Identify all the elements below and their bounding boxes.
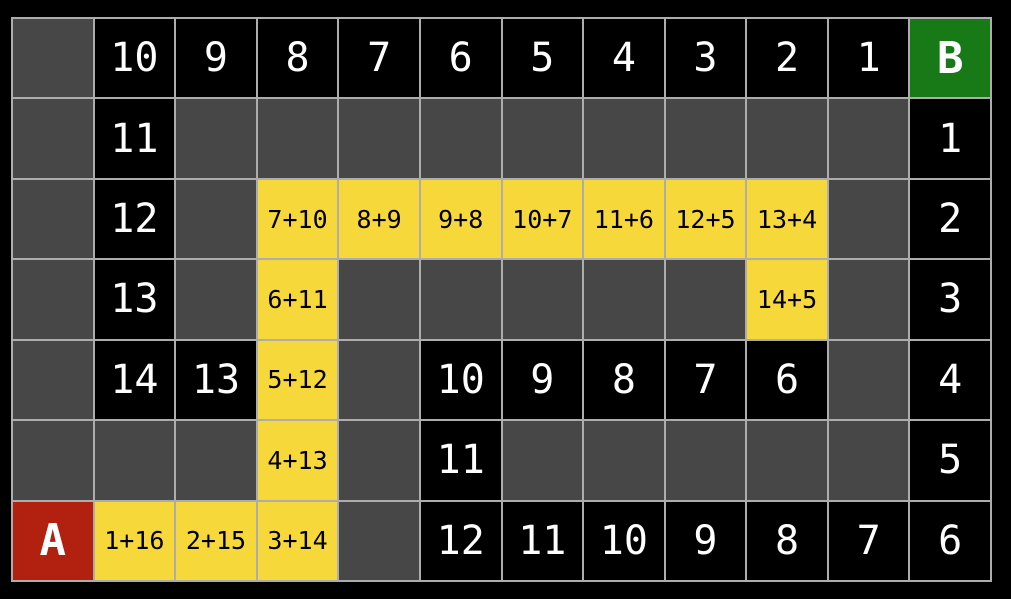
- grid-cell-distance-r4-c1: 14: [94, 340, 175, 420]
- grid-cell-path-sum-r6-c2: 2+15: [176, 501, 256, 580]
- grid-cell-path-sum-r2-c4: 8+9: [339, 179, 419, 259]
- grid-cell-empty-r5-c1: [94, 421, 175, 500]
- grid-cell-distance-r0-c1: 10: [94, 19, 175, 98]
- grid-cell-goal-r0-c11: B: [910, 19, 990, 98]
- grid-cell-empty-r1-c4: [339, 99, 419, 178]
- grid-cell-path-sum-r3-c3: 6+11: [257, 260, 338, 339]
- grid-cell-distance-r6-c6: 11: [502, 501, 583, 580]
- grid-cell-path-sum-r2-c3: 7+10: [257, 179, 338, 259]
- grid-cell-empty-r3-c6: [502, 260, 583, 339]
- grid-cell-empty-r1-c0: [13, 99, 93, 178]
- grid-cell-distance-r0-c5: 6: [420, 19, 501, 98]
- grid-cell-empty-r5-c7: [584, 421, 664, 500]
- grid-cell-empty-r5-c8: [665, 421, 746, 500]
- grid-cell-distance-r4-c7: 8: [584, 340, 664, 420]
- grid-cell-start-r6-c0: A: [13, 501, 93, 580]
- grid-cell-distance-r0-c8: 3: [665, 19, 746, 98]
- grid-cell-distance-r5-c11: 5: [910, 421, 990, 500]
- grid-cell-empty-r5-c2: [176, 421, 256, 500]
- grid-cell-empty-r1-c2: [176, 99, 256, 178]
- grid-cell-empty-r3-c10: [828, 260, 909, 339]
- grid-cell-distance-r0-c6: 5: [502, 19, 583, 98]
- grid-cell-empty-r1-c10: [828, 99, 909, 178]
- grid-cell-path-sum-r6-c1: 1+16: [94, 501, 175, 580]
- grid-cell-path-sum-r2-c8: 12+5: [665, 179, 746, 259]
- grid-cell-distance-r1-c11: 1: [910, 99, 990, 178]
- grid-cell-empty-r1-c6: [502, 99, 583, 178]
- grid-cell-empty-r4-c0: [13, 340, 93, 420]
- grid-cell-distance-r0-c9: 2: [747, 19, 827, 98]
- grid-cell-path-sum-r4-c3: 5+12: [257, 340, 338, 420]
- grid-cell-distance-r3-c11: 3: [910, 260, 990, 339]
- grid-cell-empty-r1-c5: [420, 99, 501, 178]
- grid-cell-distance-r6-c5: 12: [420, 501, 501, 580]
- grid-cell-empty-r3-c4: [339, 260, 419, 339]
- grid-cell-empty-r6-c4: [339, 501, 419, 580]
- grid-cell-path-sum-r2-c5: 9+8: [420, 179, 501, 259]
- grid-cell-distance-r6-c10: 7: [828, 501, 909, 580]
- grid-cell-empty-r3-c8: [665, 260, 746, 339]
- grid-cell-path-sum-r2-c7: 11+6: [584, 179, 664, 259]
- grid-cell-distance-r6-c9: 8: [747, 501, 827, 580]
- grid-cell-distance-r0-c3: 8: [257, 19, 338, 98]
- grid-cell-distance-r2-c1: 12: [94, 179, 175, 259]
- grid-cell-empty-r0-c0: [13, 19, 93, 98]
- grid-cell-distance-r3-c1: 13: [94, 260, 175, 339]
- grid-cell-empty-r5-c6: [502, 421, 583, 500]
- grid-cell-empty-r3-c2: [176, 260, 256, 339]
- grid-cell-empty-r4-c4: [339, 340, 419, 420]
- grid-cell-empty-r1-c7: [584, 99, 664, 178]
- grid-cell-empty-r1-c9: [747, 99, 827, 178]
- grid-cell-distance-r4-c5: 10: [420, 340, 501, 420]
- grid-cell-empty-r2-c0: [13, 179, 93, 259]
- grid-cell-empty-r3-c0: [13, 260, 93, 339]
- grid-cell-empty-r4-c10: [828, 340, 909, 420]
- grid-cell-empty-r2-c10: [828, 179, 909, 259]
- grid-cell-distance-r6-c8: 9: [665, 501, 746, 580]
- grid-cell-distance-r5-c5: 11: [420, 421, 501, 500]
- grid-cell-distance-r0-c7: 4: [584, 19, 664, 98]
- grid-cell-path-sum-r2-c6: 10+7: [502, 179, 583, 259]
- grid-cell-empty-r1-c8: [665, 99, 746, 178]
- grid-cell-path-sum-r6-c3: 3+14: [257, 501, 338, 580]
- grid-cell-distance-r0-c4: 7: [339, 19, 419, 98]
- grid-cell-distance-r6-c7: 10: [584, 501, 664, 580]
- grid-cell-distance-r0-c10: 1: [828, 19, 909, 98]
- grid-cell-empty-r5-c4: [339, 421, 419, 500]
- grid-cell-distance-r4-c9: 6: [747, 340, 827, 420]
- grid-cell-distance-r0-c2: 9: [176, 19, 256, 98]
- grid-cell-distance-r4-c11: 4: [910, 340, 990, 420]
- grid-cell-distance-r4-c2: 13: [176, 340, 256, 420]
- grid-cell-distance-r4-c6: 9: [502, 340, 583, 420]
- grid-cell-empty-r5-c9: [747, 421, 827, 500]
- grid-cell-empty-r1-c3: [257, 99, 338, 178]
- grid-cell-path-sum-r3-c9: 14+5: [747, 260, 827, 339]
- grid-cell-path-sum-r2-c9: 13+4: [747, 179, 827, 259]
- grid-cell-empty-r3-c5: [420, 260, 501, 339]
- grid-cell-distance-r2-c11: 2: [910, 179, 990, 259]
- pathfinding-grid: 10 9 8 7 6 5 4 3 2 1 B 11 1 12 7+10 8+9 9+8 10+7 11+6 12+5 1…: [11, 17, 992, 582]
- grid-cell-empty-r5-c0: [13, 421, 93, 500]
- grid-cell-distance-r4-c8: 7: [665, 340, 746, 420]
- grid-cell-empty-r3-c7: [584, 260, 664, 339]
- grid-cell-distance-r1-c1: 11: [94, 99, 175, 178]
- grid-cell-distance-r6-c11: 6: [910, 501, 990, 580]
- grid-cell-empty-r2-c2: [176, 179, 256, 259]
- grid-cell-empty-r5-c10: [828, 421, 909, 500]
- grid-cell-path-sum-r5-c3: 4+13: [257, 421, 338, 500]
